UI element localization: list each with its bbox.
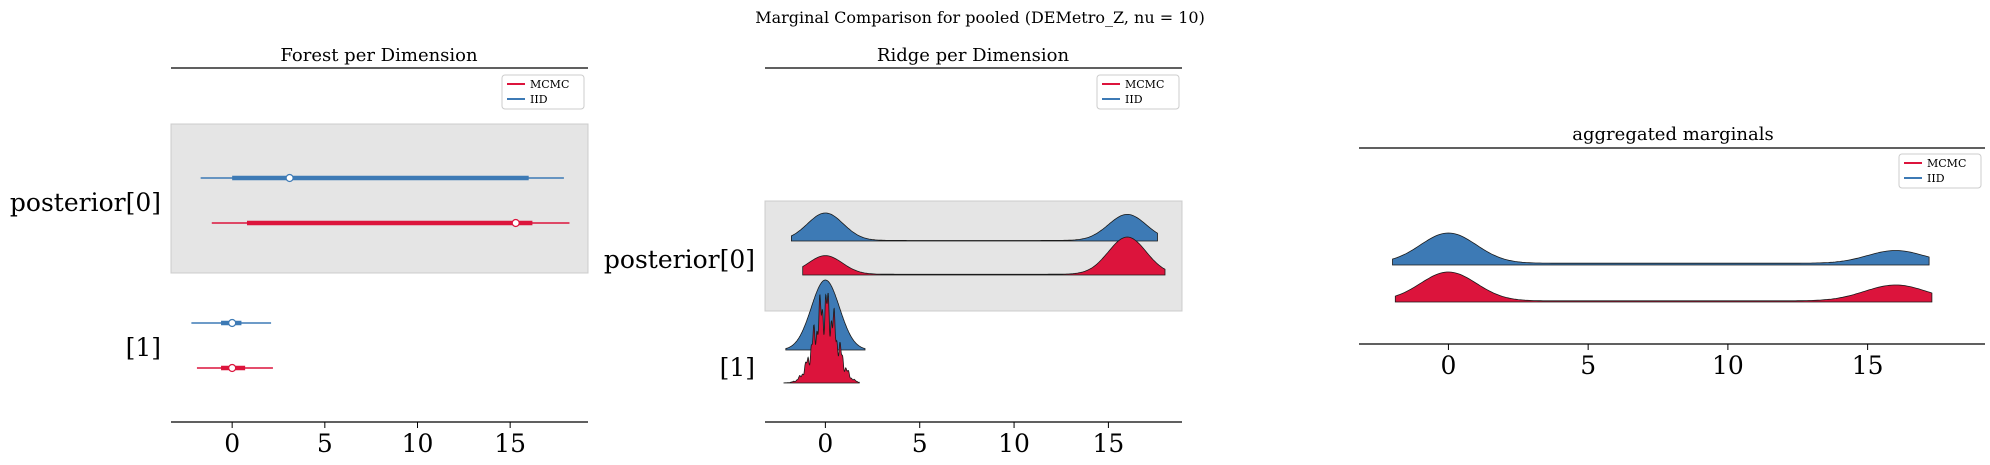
forest-legend: MCMC IID <box>501 74 585 110</box>
forest-panel-title: Forest per Dimension <box>280 45 478 66</box>
ridge-panel: Ridge per Dimension posterior[0] [1] 0 5 1… <box>604 45 1183 458</box>
aggregated-density-iid <box>1392 232 1930 266</box>
aggregated-x-tick-label: 0 <box>1440 351 1456 380</box>
ridge-x-tick-label: 0 <box>817 429 833 458</box>
forest-x-tick-label: 15 <box>494 429 526 458</box>
ridge-density-iid-dim0 <box>791 212 1158 242</box>
ridge-legend-label-mcmc: MCMC <box>1125 78 1164 91</box>
forest-median-iid-dim0 <box>285 173 294 183</box>
ridge-ylabel-dim1: [1] <box>720 353 755 382</box>
forest-ylabel-dim1: [1] <box>126 333 161 362</box>
ridge-marks <box>783 212 1166 384</box>
ridge-x-tick-label: 5 <box>912 429 928 458</box>
aggregated-x-ticks: 0 5 10 15 <box>1440 344 1884 380</box>
aggregated-x-tick-label: 15 <box>1852 351 1884 380</box>
forest-x-ticks: 0 5 10 15 <box>224 422 526 458</box>
forest-panel: Forest per Dimension posterior[0] [1] 0 5… <box>10 45 589 458</box>
forest-x-tick-label: 0 <box>224 429 240 458</box>
ridge-density-mcmc-dim0 <box>802 236 1166 276</box>
forest-ylabel-dim0: posterior[0] <box>10 188 161 217</box>
aggregated-panel-title: aggregated marginals <box>1572 124 1773 145</box>
forest-median-mcmc-dim0 <box>511 218 520 228</box>
forest-marks <box>191 173 570 373</box>
ridge-legend: MCMC IID <box>1096 74 1180 110</box>
ridge-panel-title: Ridge per Dimension <box>877 45 1070 66</box>
forest-x-tick-label: 5 <box>317 429 333 458</box>
forest-highlight-band <box>170 123 589 274</box>
aggregated-legend-label-mcmc: MCMC <box>1927 157 1966 170</box>
ridge-legend-label-iid: IID <box>1125 93 1143 106</box>
figure-suptitle: Marginal Comparison for pooled (DEMetro_… <box>755 8 1205 27</box>
forest-median-mcmc-dim1 <box>228 363 237 373</box>
forest-legend-label-iid: IID <box>530 93 548 106</box>
forest-x-tick-label: 10 <box>402 429 434 458</box>
ridge-x-tick-label: 15 <box>1093 429 1125 458</box>
aggregated-x-tick-label: 10 <box>1712 351 1744 380</box>
aggregated-x-tick-label: 5 <box>1580 351 1596 380</box>
aggregated-legend: MCMC IID <box>1898 153 1982 189</box>
aggregated-legend-label-iid: IID <box>1927 172 1945 185</box>
ridge-x-ticks: 0 5 10 15 <box>817 422 1124 458</box>
aggregated-panel: aggregated marginals 0 5 10 15 MCMC IID <box>1359 124 1985 380</box>
aggregated-marks <box>1392 232 1933 303</box>
ridge-density-mcmc-dim1 <box>783 292 860 384</box>
aggregated-density-mcmc <box>1394 271 1933 303</box>
ridge-ylabel-dim0: posterior[0] <box>604 245 755 274</box>
forest-median-iid-dim1 <box>228 318 237 328</box>
forest-legend-label-mcmc: MCMC <box>530 78 569 91</box>
ridge-x-tick-label: 10 <box>998 429 1030 458</box>
